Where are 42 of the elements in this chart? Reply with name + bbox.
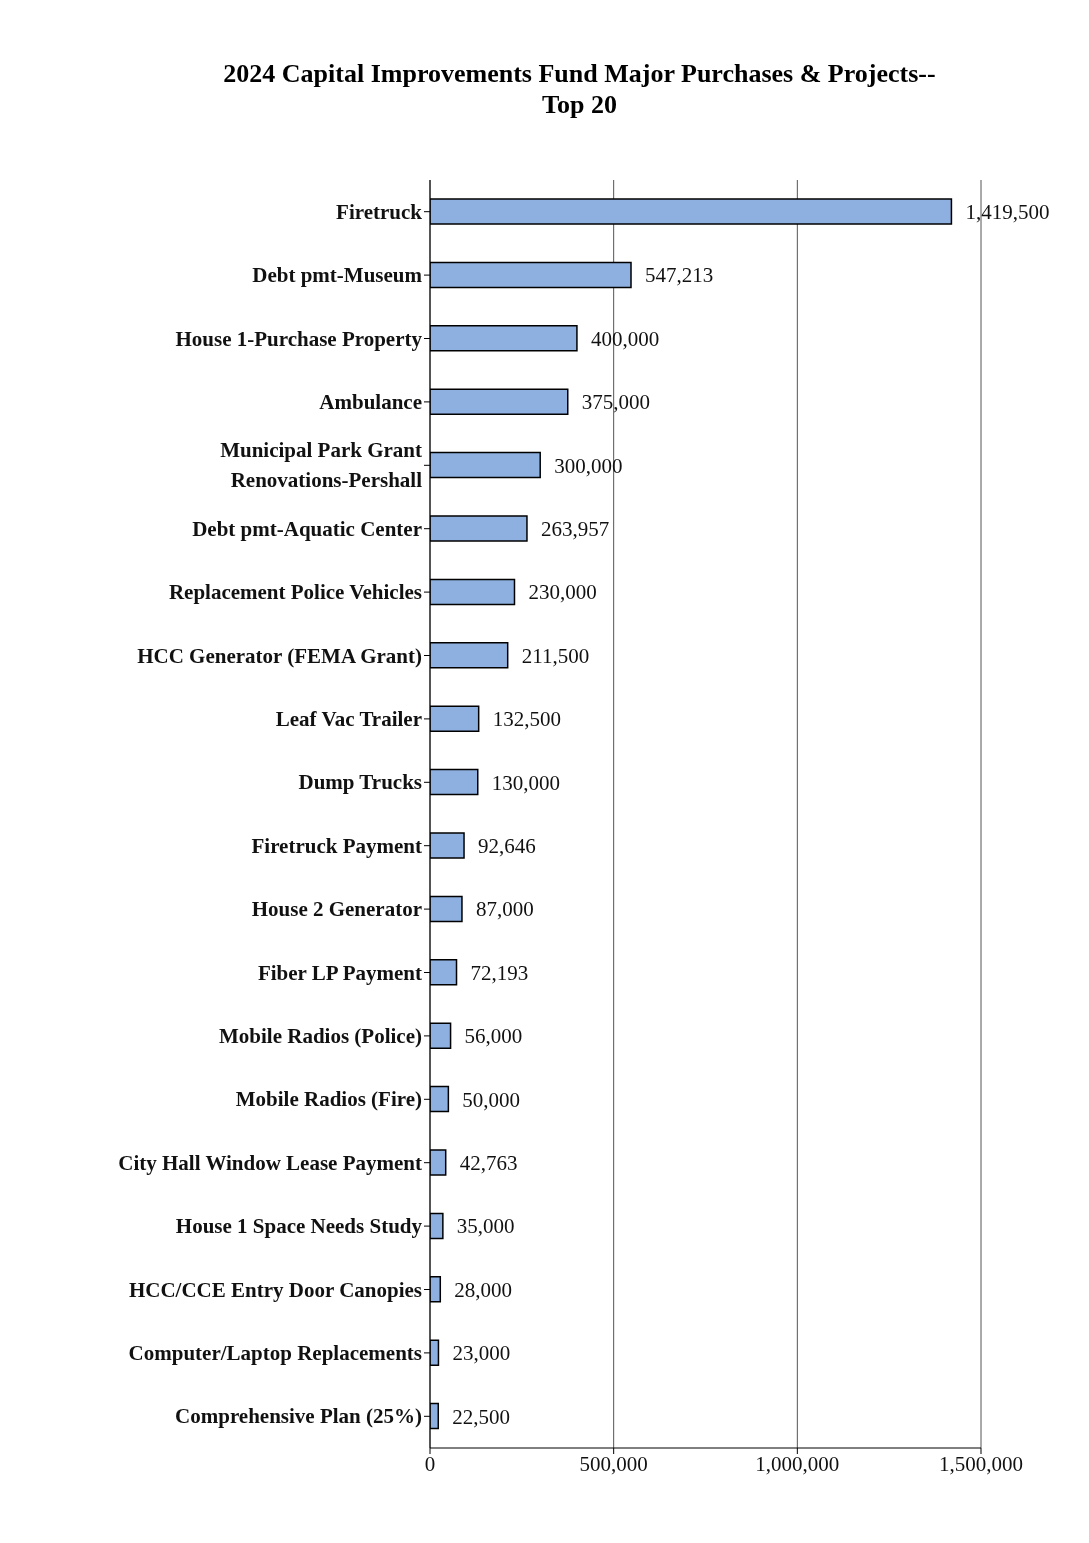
data-label: 130,000 xyxy=(491,770,560,795)
chart-title: 2024 Capital Improvements Fund Major Purchases & Projects-- Top 20 xyxy=(222,58,937,120)
data-label: 22,500 xyxy=(452,1404,511,1429)
x-tick-label: 1,500,000 xyxy=(939,1451,1023,1476)
y-tick-label: Municipal Park Grant Renovations-Pershall xyxy=(220,438,423,493)
y-tick-label: Mobile Radios (Police) xyxy=(219,1023,422,1048)
data-label: 35,000 xyxy=(456,1214,515,1239)
data-label: 230,000 xyxy=(528,580,597,605)
y-tick-label: House 2 Generator xyxy=(251,897,422,922)
data-label: 23,000 xyxy=(452,1341,511,1366)
data-label: 132,500 xyxy=(492,707,561,732)
y-tick-label: Mobile Radios (Fire) xyxy=(235,1087,422,1112)
data-label: 28,000 xyxy=(454,1277,513,1302)
y-tick-label: Firetruck Payment xyxy=(251,833,422,858)
data-label: 263,957 xyxy=(540,516,610,541)
y-tick-label: HCC/CCE Entry Door Canopies xyxy=(128,1277,422,1302)
data-label: 547,213 xyxy=(645,263,714,288)
data-label: 87,000 xyxy=(475,897,534,922)
y-tick-label: Debt pmt-Aquatic Center xyxy=(192,516,422,541)
x-tick-label: 0 xyxy=(424,1451,436,1476)
y-tick-label: Debt pmt-Museum xyxy=(252,263,423,288)
y-tick-label: House 1 Space Needs Study xyxy=(175,1214,423,1239)
data-label: 1,419,500 xyxy=(965,199,1050,224)
data-label: 92,646 xyxy=(478,833,536,858)
y-tick-label: Ambulance xyxy=(319,389,422,414)
y-tick-label: Replacement Police Vehicles xyxy=(168,580,422,605)
y-tick-label: Computer/Laptop Replacements xyxy=(128,1340,422,1365)
data-label: 56,000 xyxy=(464,1024,523,1049)
y-tick-label: Comprehensive Plan (25%) xyxy=(175,1404,422,1429)
data-label: 211,500 xyxy=(521,643,590,668)
data-label: 50,000 xyxy=(462,1087,521,1112)
y-tick-label: HCC Generator (FEMA Grant) xyxy=(137,643,422,668)
y-tick-label: House 1-Purchase Property xyxy=(175,326,423,351)
y-tick-label: Leaf Vac Trailer xyxy=(275,706,422,731)
y-tick-label: Fiber LP Payment xyxy=(257,960,423,985)
data-label: 42,763 xyxy=(459,1150,518,1175)
y-tick-label: Firetruck xyxy=(336,199,423,224)
data-label: 72,193 xyxy=(470,960,529,985)
y-tick-label: City Hall Window Lease Payment xyxy=(118,1150,422,1175)
y-tick-label: Dump Trucks xyxy=(298,770,422,795)
x-tick-label: 500,000 xyxy=(579,1451,648,1476)
x-tick-label: 1,000,000 xyxy=(755,1451,840,1476)
